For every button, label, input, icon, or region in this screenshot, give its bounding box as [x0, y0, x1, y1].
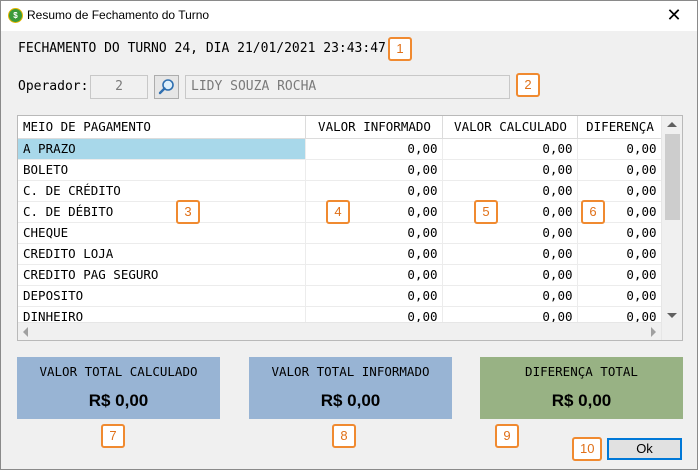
calculated-value-cell[interactable]: 0,00 — [442, 201, 578, 223]
vertical-scrollbar[interactable] — [661, 116, 682, 340]
payment-method-cell[interactable]: CREDITO LOJA — [18, 243, 306, 265]
annotation-badge-7: 7 — [101, 424, 125, 448]
payment-method-cell[interactable]: A PRAZO — [18, 138, 306, 160]
calculated-value-cell[interactable]: 0,00 — [442, 264, 578, 286]
operator-code-field[interactable]: 2 — [90, 75, 148, 99]
difference-cell[interactable]: 0,00 — [577, 138, 662, 160]
payment-method-cell[interactable]: CREDITO PAG SEGURO — [18, 264, 306, 286]
difference-cell[interactable]: 0,00 — [577, 180, 662, 202]
scroll-up-arrow-icon[interactable] — [667, 122, 677, 127]
difference-cell[interactable]: 0,00 — [577, 285, 662, 307]
calculated-value-cell[interactable]: 0,00 — [442, 159, 578, 181]
payment-method-cell[interactable]: BOLETO — [18, 159, 306, 181]
operator-label: Operador: — [18, 79, 89, 94]
informed-value-cell[interactable]: 0,00 — [305, 264, 443, 286]
informed-value-cell[interactable]: 0,00 — [305, 285, 443, 307]
total-difference-value: R$ 0,00 — [551, 391, 612, 410]
informed-value-cell[interactable]: 0,00 — [305, 222, 443, 244]
operator-name-field[interactable]: LIDY SOUZA ROCHA — [185, 75, 510, 99]
difference-cell[interactable]: 0,00 — [577, 159, 662, 181]
payment-grid[interactable]: MEIO DE PAGAMENTO VALOR INFORMADO VALOR … — [17, 115, 683, 341]
annotation-badge-1: 1 — [388, 37, 412, 61]
table-row[interactable]: A PRAZO 0,00 0,00 0,00 — [18, 138, 662, 160]
operator-search-button[interactable] — [154, 75, 179, 99]
difference-cell[interactable]: 0,00 — [577, 243, 662, 265]
shift-closing-heading: FECHAMENTO DO TURNO 24, DIA 21/01/2021 2… — [18, 41, 386, 56]
annotation-badge-2: 2 — [516, 73, 540, 97]
calculated-value-cell[interactable]: 0,00 — [442, 222, 578, 244]
payment-method-cell[interactable]: C. DE CRÉDITO — [18, 180, 306, 202]
payment-method-cell[interactable]: C. DE DÉBITO — [18, 201, 306, 223]
difference-cell[interactable]: 0,00 — [577, 264, 662, 286]
annotation-badge-5: 5 — [474, 200, 498, 224]
total-calculated-label: VALOR TOTAL CALCULADO — [39, 364, 198, 379]
annotation-badge-3: 3 — [176, 200, 200, 224]
scroll-thumb[interactable] — [665, 134, 680, 220]
annotation-badge-8: 8 — [332, 424, 356, 448]
calculated-value-cell[interactable]: 0,00 — [442, 180, 578, 202]
informed-value-cell[interactable]: 0,00 — [305, 243, 443, 265]
title-bar: $ Resumo de Fechamento do Turno ✕ — [1, 1, 697, 31]
informed-value-cell[interactable]: 0,00 — [305, 180, 443, 202]
horizontal-scrollbar[interactable] — [18, 322, 661, 340]
calculated-value-cell[interactable]: 0,00 — [442, 138, 578, 160]
table-row[interactable]: CREDITO LOJA 0,00 0,00 0,00 — [18, 243, 662, 265]
total-calculated-panel: VALOR TOTAL CALCULADO R$ 0,00 — [17, 357, 220, 419]
annotation-badge-6: 6 — [581, 200, 605, 224]
scroll-right-arrow-icon[interactable] — [651, 327, 656, 337]
total-difference-panel: DIFERENÇA TOTAL R$ 0,00 — [480, 357, 683, 419]
magnifier-icon — [158, 79, 174, 95]
close-icon: ✕ — [666, 5, 682, 25]
total-difference-label: DIFERENÇA TOTAL — [525, 364, 638, 379]
ok-button[interactable]: Ok — [607, 438, 682, 460]
table-row[interactable]: CREDITO PAG SEGURO 0,00 0,00 0,00 — [18, 264, 662, 286]
total-informed-label: VALOR TOTAL INFORMADO — [271, 364, 430, 379]
scroll-down-arrow-icon[interactable] — [667, 313, 677, 318]
table-row[interactable]: DEPOSITO 0,00 0,00 0,00 — [18, 285, 662, 307]
payment-method-cell[interactable]: CHEQUE — [18, 222, 306, 244]
app-icon: $ — [8, 8, 23, 23]
difference-cell[interactable]: 0,00 — [577, 222, 662, 244]
table-row[interactable]: CHEQUE 0,00 0,00 0,00 — [18, 222, 662, 244]
total-informed-panel: VALOR TOTAL INFORMADO R$ 0,00 — [249, 357, 452, 419]
scroll-left-arrow-icon[interactable] — [23, 327, 28, 337]
informed-value-cell[interactable]: 0,00 — [305, 138, 443, 160]
total-informed-value: R$ 0,00 — [320, 391, 381, 410]
annotation-badge-9: 9 — [495, 424, 519, 448]
annotation-badge-10: 10 — [572, 437, 603, 461]
calculated-value-cell[interactable]: 0,00 — [442, 243, 578, 265]
total-calculated-value: R$ 0,00 — [88, 391, 149, 410]
payment-method-cell[interactable]: DEPOSITO — [18, 285, 306, 307]
close-button[interactable]: ✕ — [651, 1, 697, 31]
column-header-payment-method[interactable]: MEIO DE PAGAMENTO — [18, 116, 306, 139]
column-header-calculated-value[interactable]: VALOR CALCULADO — [442, 116, 578, 139]
annotation-badge-4: 4 — [326, 200, 350, 224]
grid-header-row: MEIO DE PAGAMENTO VALOR INFORMADO VALOR … — [18, 116, 662, 139]
table-row[interactable]: BOLETO 0,00 0,00 0,00 — [18, 159, 662, 181]
calculated-value-cell[interactable]: 0,00 — [442, 285, 578, 307]
informed-value-cell[interactable]: 0,00 — [305, 159, 443, 181]
table-row[interactable]: C. DE CRÉDITO 0,00 0,00 0,00 — [18, 180, 662, 202]
column-header-difference[interactable]: DIFERENÇA — [577, 116, 662, 139]
window-title: Resumo de Fechamento do Turno — [27, 8, 210, 22]
column-header-informed-value[interactable]: VALOR INFORMADO — [305, 116, 443, 139]
